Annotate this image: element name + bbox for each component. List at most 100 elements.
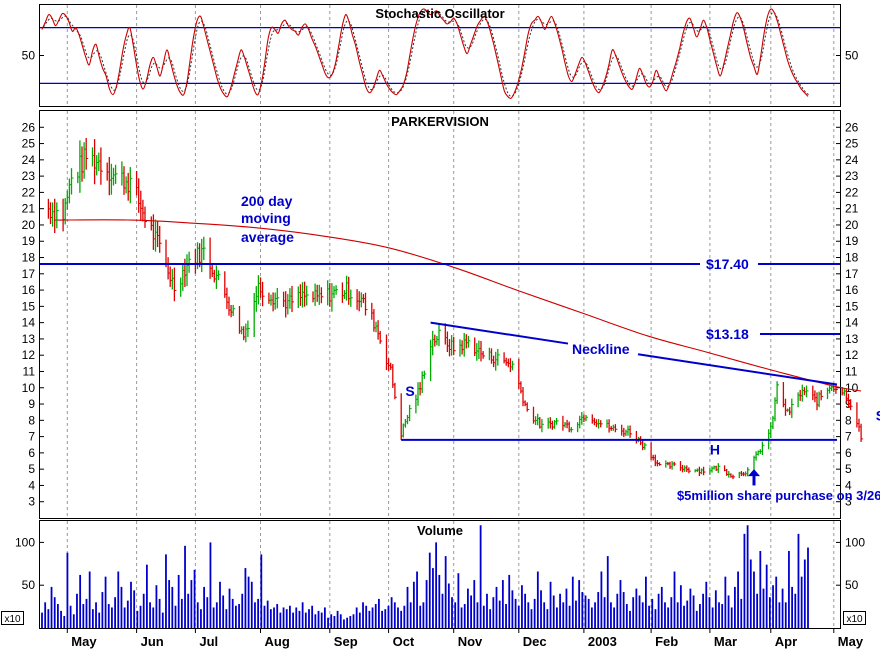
price-tick-label-left: 4 [28,478,35,492]
price-tick-label-right: 16 [845,283,859,297]
neckline-left [430,321,569,345]
price-tick-label-right: 22 [845,185,859,199]
price-tick-label-left: 9 [28,397,35,411]
price-tick-label-right: 6 [845,446,852,460]
price-tick-label-right: 18 [845,251,859,265]
price-tick-label-left: 20 [22,218,36,232]
volume-y-axis: 50 50 100 100 [15,535,865,592]
price-tick-label-right: 15 [845,299,859,313]
stochastic-panel-frame [39,4,841,107]
volume-tick-label-right: 50 [845,578,859,592]
stochastic-title: Stochastic Oscillator [375,6,504,21]
x-tick-label: Nov [458,634,483,649]
level-label-1740: $17.40 [706,256,749,272]
annotation-labels: $17.40 $13.18 Neckline S H S $5million share p… [405,256,880,503]
price-tick-label-right: 21 [845,202,859,216]
volume-unit-left: x10 [1,611,24,625]
x-tick-label: Jun [141,634,164,649]
neckline-label: Neckline [572,341,630,357]
ma-label-line-2: moving [241,210,291,226]
volume-bars [41,525,809,628]
price-tick-label-left: 18 [22,251,36,265]
price-bars [47,137,864,480]
price-tick-label-left: 14 [22,316,36,330]
price-tick-label-left: 26 [22,120,36,134]
volume-unit-label-right: x10 [846,614,863,625]
price-tick-label-right: 10 [845,381,859,395]
neckline-right [637,353,838,386]
x-tick-label: Jul [199,634,218,649]
moving-average [54,219,862,392]
price-tick-label-left: 17 [22,267,36,281]
price-tick-label-right: 3 [845,495,852,509]
price-y-axis: 3344556677889910101111121213131414151516… [22,120,859,508]
stoch-tick-label-right: 50 [845,49,859,63]
price-tick-label-left: 19 [22,234,36,248]
stochastic-k-line [41,8,809,99]
x-axis: May Jun Jul Aug Sep Oct Nov Dec 2003 Feb Mar Apr May [66,628,864,649]
ma-label-line-3: average [241,229,294,245]
price-tick-label-left: 8 [28,413,35,427]
price-tick-label-left: 22 [22,185,36,199]
x-tick-label: May [71,634,97,649]
price-tick-label-right: 25 [845,137,859,151]
price-tick-label-right: 24 [845,153,859,167]
x-tick-label: Oct [393,634,415,649]
price-tick-label-right: 11 [845,364,858,378]
price-tick-label-left: 12 [22,348,36,362]
annotation-3: $5million share purchase on 3/26 [677,488,880,503]
price-tick-label-left: 6 [28,446,35,460]
price-tick-label-left: 5 [28,462,35,476]
level-label-1318: $13.18 [706,326,749,342]
price-tick-label-right: 12 [845,348,859,362]
panel-frames [39,4,841,629]
price-tick-label-left: 7 [28,430,35,444]
volume-tick-label-left: 100 [15,535,35,549]
volume-tick-label-left: 50 [22,578,36,592]
annotation-1: H [710,442,720,458]
stochastic-y-axis: 50 50 [22,49,859,63]
price-tick-label-right: 26 [845,120,859,134]
price-tick-label-right: 19 [845,234,859,248]
x-tick-label: Feb [655,634,678,649]
x-tick-label: 2003 [588,634,617,649]
price-tick-label-right: 5 [845,462,852,476]
moving-average-line [54,219,862,392]
moving-average-label: 200 day moving average [241,193,294,245]
price-tick-label-right: 17 [845,267,859,281]
x-tick-label: Apr [775,634,797,649]
price-tick-label-left: 21 [22,202,36,216]
stoch-tick-label-left: 50 [22,49,36,63]
price-tick-label-left: 25 [22,137,36,151]
volume-tick-label-right: 100 [845,535,865,549]
ma-label-line-1: 200 day [241,193,293,209]
price-panel-frame [39,110,841,519]
price-tick-label-left: 24 [22,153,36,167]
volume-unit-right: x10 [843,611,866,625]
purchase-arrow-head [748,469,760,477]
trend-lines [40,263,840,441]
volume-title: Volume [417,523,463,538]
x-tick-label: Sep [334,634,358,649]
annotation-0: S [405,383,414,399]
stochastic-lines [41,8,810,99]
price-tick-label-left: 10 [22,381,36,395]
volume-panel-frame [39,520,841,629]
x-tick-label: Aug [265,634,290,649]
annotation-2: S [876,407,880,423]
price-tick-label-right: 20 [845,218,859,232]
price-tick-label-left: 15 [22,299,36,313]
price-tick-label-right: 14 [845,316,859,330]
x-tick-label: May [838,634,864,649]
price-tick-label-left: 16 [22,283,36,297]
price-tick-label-right: 4 [845,478,852,492]
price-tick-label-right: 13 [845,332,859,346]
price-tick-label-left: 23 [22,169,36,183]
stochastic-reference-lines [40,27,840,85]
price-title: PARKERVISION [391,114,489,129]
price-tick-label-left: 13 [22,332,36,346]
x-tick-label: Dec [523,634,547,649]
x-tick-label: Mar [714,634,737,649]
price-tick-label-left: 11 [23,364,36,378]
